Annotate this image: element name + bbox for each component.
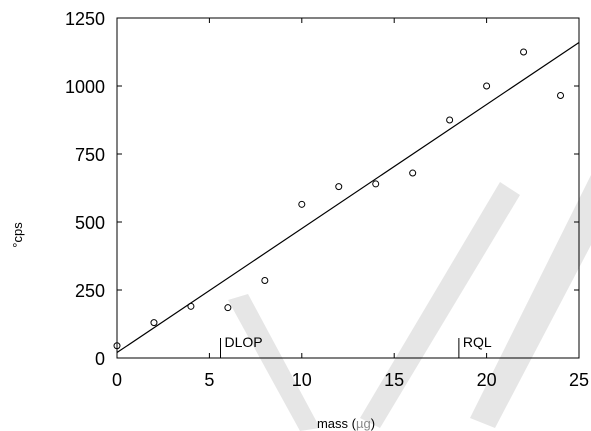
y-tick-label: 1000 [65, 77, 105, 97]
marker-label: DLOP [224, 334, 262, 350]
x-axis-ticks: 0 5 10 15 20 25 [112, 370, 589, 390]
x-axis-label-unit: µg [356, 416, 371, 431]
data-point [224, 304, 232, 312]
y-tick-label: 250 [75, 281, 105, 301]
marker-label: RQL [463, 334, 492, 350]
data-point [409, 169, 417, 177]
y-axis-label: °cps [10, 222, 25, 248]
data-point [298, 200, 306, 208]
data-point [187, 302, 195, 310]
plot-area: DLOP RQL [113, 17, 580, 359]
data-point [520, 48, 528, 56]
y-axis-ticks: 0 250 500 750 1000 1250 [65, 9, 105, 369]
x-tick-label: 15 [384, 370, 404, 390]
x-tick-label: 10 [292, 370, 312, 390]
fit-line [116, 41, 580, 354]
x-tick-label: 25 [569, 370, 589, 390]
data-point [557, 92, 565, 100]
data-point [372, 180, 380, 188]
x-axis-label: mass (µg) [317, 416, 375, 431]
plot-frame [116, 17, 580, 359]
data-point [113, 342, 121, 350]
x-axis-label-suffix: ) [371, 416, 375, 431]
data-point [446, 116, 454, 124]
y-tick-label: 750 [75, 145, 105, 165]
x-axis-label-prefix: mass ( [317, 416, 357, 431]
x-tick-label: 20 [477, 370, 497, 390]
x-tick-label: 0 [112, 370, 122, 390]
x-tick-label: 5 [204, 370, 214, 390]
data-point [335, 183, 343, 191]
y-tick-label: 0 [95, 349, 105, 369]
data-point [150, 319, 158, 327]
watermark [228, 175, 591, 431]
data-point [483, 82, 491, 90]
y-tick-label: 500 [75, 213, 105, 233]
y-tick-label: 1250 [65, 9, 105, 29]
data-point [261, 276, 269, 284]
